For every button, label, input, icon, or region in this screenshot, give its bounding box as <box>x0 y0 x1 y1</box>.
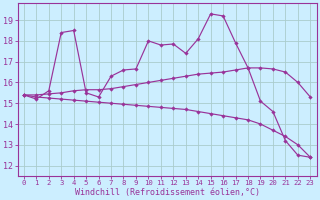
X-axis label: Windchill (Refroidissement éolien,°C): Windchill (Refroidissement éolien,°C) <box>75 188 260 197</box>
